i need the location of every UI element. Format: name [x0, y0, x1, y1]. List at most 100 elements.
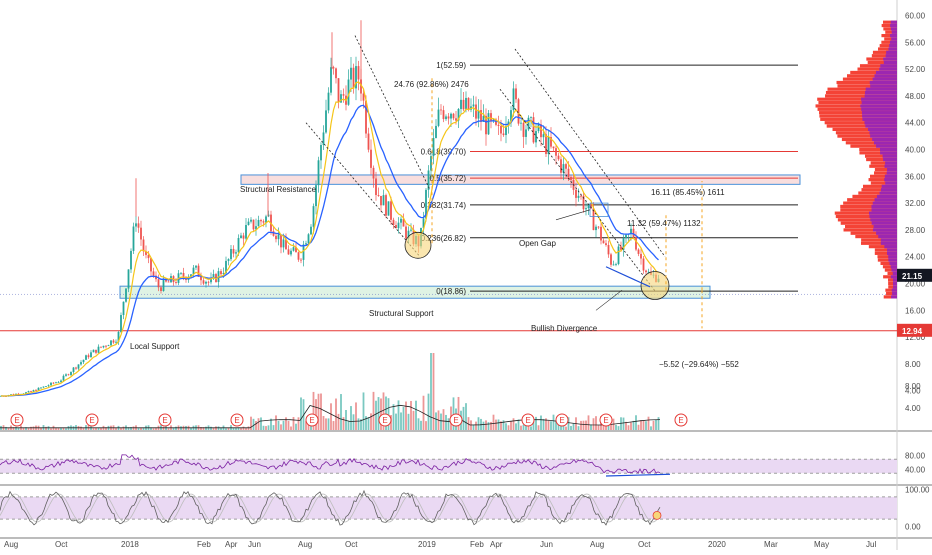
- volume-profile-bar: [888, 281, 897, 286]
- earnings-marker[interactable]: E: [230, 413, 244, 427]
- volume-profile-bar: [817, 107, 897, 111]
- time-tick-label: Jul: [866, 540, 876, 549]
- chart-drawings[interactable]: [305, 35, 703, 477]
- candle: [552, 146, 555, 152]
- volume-bar: [587, 415, 590, 430]
- candle: [80, 360, 82, 366]
- volume-profile-bar: [883, 20, 897, 24]
- candle-body: [377, 195, 380, 196]
- candle: [332, 65, 335, 75]
- volume-bar: [397, 400, 400, 430]
- candle: [382, 189, 385, 206]
- earnings-marker-label: E: [453, 416, 458, 425]
- earnings-marker[interactable]: E: [305, 413, 319, 427]
- candle-body: [167, 281, 170, 283]
- candle: [380, 195, 382, 212]
- candle-body: [207, 281, 210, 283]
- candle-body: [612, 264, 615, 266]
- volume-profile-bar: [857, 67, 897, 71]
- candle-body: [385, 195, 387, 216]
- candle: [602, 238, 605, 244]
- candle: [197, 263, 200, 278]
- candle: [252, 219, 255, 233]
- volume-bar: [140, 427, 142, 430]
- stoch-highlight: [652, 511, 662, 520]
- earnings-marker[interactable]: E: [521, 413, 535, 427]
- support-price-badge-text: 12.94: [902, 327, 923, 336]
- volume-bar: [492, 414, 495, 430]
- volume-bar: [322, 416, 325, 430]
- candle: [292, 243, 295, 252]
- earnings-marker[interactable]: E: [10, 413, 24, 427]
- stoch-signal-line: [0, 493, 661, 523]
- candle: [92, 349, 95, 353]
- candle-body: [150, 258, 152, 272]
- volume-profile-bar-inner: [887, 248, 897, 252]
- candle-body: [542, 134, 545, 138]
- earnings-marker[interactable]: E: [378, 413, 392, 427]
- price-tick-label: 48.00: [905, 92, 926, 101]
- volume-bar: [167, 428, 170, 430]
- time-tick-label: May: [814, 540, 829, 549]
- volume-bar: [232, 427, 235, 430]
- candle: [620, 241, 622, 252]
- volume-bar: [485, 420, 487, 430]
- volume-profile-bar: [868, 178, 897, 182]
- candle: [462, 92, 465, 112]
- candle: [487, 110, 490, 135]
- volume-bar: [487, 422, 490, 430]
- candle-body: [282, 239, 285, 248]
- candle-body: [495, 119, 497, 125]
- volume-bar: [287, 420, 290, 430]
- volume-profile-bar: [843, 228, 897, 232]
- earnings-marker[interactable]: E: [85, 413, 99, 427]
- candle-body: [372, 167, 375, 179]
- candle-body: [560, 159, 562, 173]
- candle-body: [535, 131, 537, 143]
- candle-body: [332, 67, 335, 69]
- volume-profile-bar: [817, 97, 897, 101]
- candle-body: [365, 100, 367, 134]
- volume-bar: [190, 427, 192, 430]
- candle: [77, 364, 80, 371]
- volume-bar: [275, 415, 277, 430]
- earnings-marker[interactable]: E: [555, 413, 569, 427]
- volume-profile-bar: [837, 218, 897, 222]
- candle: [140, 220, 142, 246]
- candle-body: [407, 230, 410, 239]
- volume-profile-bar-inner: [890, 23, 897, 28]
- candle: [62, 374, 65, 382]
- candle-body: [157, 279, 160, 288]
- candle: [435, 119, 437, 139]
- candle-body: [647, 271, 650, 273]
- volume-bar: [442, 409, 445, 430]
- volume-profile-bar-inner: [881, 184, 897, 188]
- candle: [587, 203, 590, 215]
- fibonacci-levels[interactable]: 1(52.59) 0.618(39.70) 0.5(35.72) 0.382(31.7…: [421, 61, 798, 296]
- candle: [410, 223, 412, 233]
- volume-profile-bar: [847, 74, 897, 78]
- earnings-marker[interactable]: E: [449, 413, 463, 427]
- volume-profile-bar: [842, 77, 897, 81]
- earnings-marker[interactable]: E: [599, 413, 613, 427]
- candle-body: [607, 244, 610, 255]
- measure-target-2-label: 11.32 (59.47%) 1132: [627, 219, 701, 228]
- pivot-low-highlight: [640, 271, 670, 300]
- candle-body: [222, 272, 225, 275]
- price-tick-label: 36.00: [905, 172, 926, 181]
- volume-profile-bar: [866, 57, 897, 61]
- volume-bar: [162, 426, 165, 430]
- volume-profile-bar: [887, 271, 897, 276]
- earnings-marker[interactable]: E: [158, 413, 172, 427]
- volume-bar: [55, 427, 57, 430]
- candle: [445, 114, 447, 121]
- ema-fast-line: [0, 81, 659, 397]
- volume-profile-bar-inner: [861, 97, 897, 101]
- time-tick-label: Feb: [470, 540, 484, 549]
- earnings-marker[interactable]: E: [674, 413, 688, 427]
- candle: [640, 248, 642, 265]
- volume-profile-bar-inner: [862, 117, 897, 121]
